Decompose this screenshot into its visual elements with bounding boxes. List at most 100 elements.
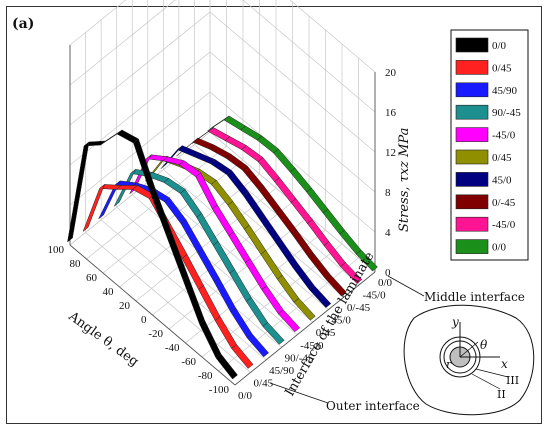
legend-label: 0/-45 — [492, 197, 516, 209]
series-ribbon — [207, 115, 378, 272]
y-tick-label: 0/-45 — [347, 302, 371, 314]
ribbon-segment — [244, 258, 268, 291]
series-ribbon — [160, 145, 332, 309]
ribbon-segment — [82, 183, 106, 233]
legend-swatch — [455, 172, 489, 187]
legend-label: 0/45 — [492, 152, 512, 164]
ribbon-segment — [243, 191, 266, 221]
x-tick-label: 40 — [103, 286, 115, 298]
ribbon-segment — [228, 231, 251, 264]
series-ribbon — [113, 169, 285, 345]
z-tick-label: 12 — [385, 147, 396, 159]
y-tick-label: 0/0 — [238, 390, 253, 402]
ribbon-segment — [98, 180, 121, 220]
ribbon-segment — [223, 115, 246, 131]
ribbon-segment — [213, 277, 236, 313]
x-tick-label: -100 — [209, 384, 230, 396]
legend-label: 0/0 — [492, 242, 507, 254]
inset-leader-2 — [471, 373, 501, 390]
legend-swatch — [455, 216, 489, 232]
legend-swatch — [455, 149, 489, 165]
ribbon-segment — [275, 207, 298, 235]
ribbon-segment — [229, 268, 252, 302]
x-tick-label: 20 — [119, 300, 131, 312]
legend-swatch — [455, 104, 489, 120]
ribbon-segment — [231, 344, 254, 369]
y-tick-label: -45/0 — [362, 290, 386, 302]
z-tick-label: 16 — [385, 107, 397, 119]
ribbons — [67, 115, 378, 380]
middle-interface-pointer — [387, 275, 425, 297]
inset-layer3-label: III — [506, 374, 519, 387]
ribbon-segment — [230, 307, 253, 339]
y-tick-label: 0/45 — [254, 377, 274, 389]
ribbon-segment — [276, 274, 300, 303]
inset-layer2-label: II — [497, 388, 506, 401]
ribbon-segment — [209, 159, 233, 175]
ribbon-segment — [262, 321, 285, 345]
legend-label: 45/0 — [492, 174, 512, 186]
panel-label: (a) — [12, 16, 34, 32]
legend-label: 0/0 — [492, 40, 507, 52]
outer-interface-pointer — [269, 382, 329, 404]
ribbon-segment — [242, 165, 265, 191]
legend-label: -45/0 — [492, 130, 516, 142]
ribbon-segment — [180, 219, 203, 254]
ribbon-segment — [227, 200, 250, 230]
ribbon-segment — [260, 249, 283, 280]
inset-x-label: x — [501, 357, 508, 371]
x-tick-label: -60 — [181, 356, 196, 368]
y-tick-label: 90/-45 — [285, 352, 314, 364]
ribbon-segment — [212, 240, 235, 274]
inset-diagram: y x r θ III II — [403, 304, 535, 416]
ribbon-segment — [256, 135, 279, 154]
legend-swatch — [455, 194, 489, 210]
wall-grid-line — [69, 51, 211, 166]
ribbon-segment — [323, 241, 346, 267]
z-tick-label: 20 — [385, 67, 397, 79]
z-tick-label: 4 — [385, 227, 391, 239]
ribbon-segment — [199, 319, 222, 359]
z-tick-label: 0 — [385, 267, 391, 279]
x-tick-label: 60 — [86, 272, 98, 284]
ribbon-segment — [160, 145, 183, 169]
x-tick-label: -80 — [198, 370, 213, 382]
ribbon-segment — [306, 187, 329, 214]
inset-leader-3 — [475, 368, 509, 378]
x-tick-label: 80 — [70, 258, 82, 270]
x-axis-label: Angle θ, deg — [65, 309, 141, 370]
inset-outline — [403, 304, 535, 416]
axis-edge — [234, 271, 376, 386]
figure-frame — [6, 6, 542, 424]
x-tick-label: -20 — [148, 328, 163, 340]
floor-grid-line — [168, 215, 310, 330]
y-tick-label: -45/0 — [300, 340, 324, 352]
legend-swatch — [455, 37, 489, 53]
inset-y-label: y — [451, 315, 459, 329]
ribbon-segment — [245, 296, 268, 327]
floor-grid-line — [163, 169, 329, 310]
ribbon-segment — [243, 224, 267, 255]
inset-r-label: r — [446, 358, 452, 371]
ribbon-segment — [289, 167, 312, 193]
ribbon-segment — [291, 229, 314, 258]
series-ribbon — [176, 137, 347, 297]
ribbon-segment — [292, 263, 315, 291]
legend-swatch — [455, 127, 489, 142]
ribbon-segment — [225, 153, 248, 171]
floor-grid-line — [102, 159, 244, 274]
legend-swatch — [455, 82, 489, 98]
ribbon-segment — [207, 115, 230, 132]
legend-swatch — [455, 239, 489, 254]
y-tick-label: 45/90 — [269, 365, 295, 377]
legend-label: 45/90 — [492, 85, 518, 97]
x-tick-label: 100 — [48, 244, 65, 256]
inset-radius — [459, 341, 479, 358]
y-tick-label: 0/45 — [316, 327, 336, 339]
ribbon-segment — [277, 309, 301, 333]
y-tick-label: 45/0 — [331, 315, 351, 327]
legend-label: 90/-45 — [492, 107, 521, 119]
wall-grid-line — [69, 11, 211, 126]
